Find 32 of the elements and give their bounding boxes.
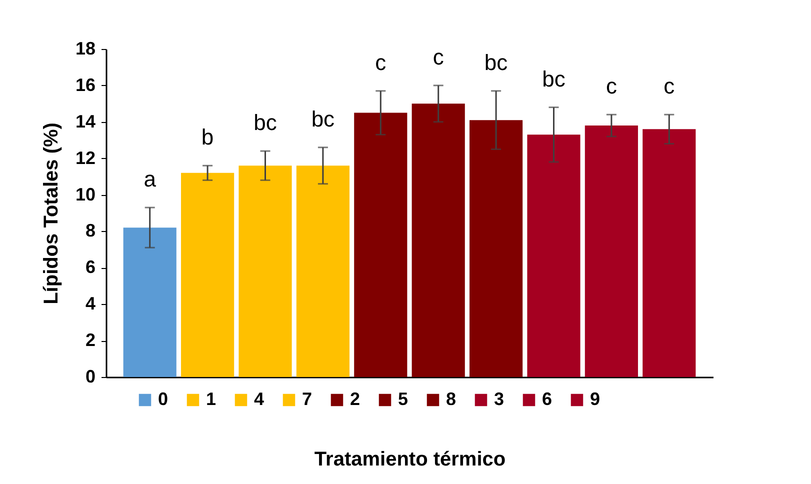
legend-label: 1 [206,389,216,409]
legend-label: 4 [254,389,264,409]
data-label: bc [254,110,277,136]
data-label: c [606,74,617,99]
legend-label: 6 [542,389,552,409]
y-tick-label: 12 [75,148,96,168]
data-label: c [432,44,444,70]
data-label: b [201,124,214,150]
data-label: bc [542,66,566,92]
legend-label: 0 [158,389,168,409]
legend-label: 8 [446,389,456,409]
y-tick-label: 0 [85,366,96,386]
y-tick-label: 8 [85,220,96,241]
data-label: c [375,50,386,75]
data-label: a [144,166,157,192]
y-tick-label: 6 [85,257,96,278]
legend-label: 3 [494,389,504,409]
y-tick-label: 10 [75,184,96,204]
data-label: bc [311,106,335,132]
legend-label: 5 [398,389,408,409]
legend-label: 9 [590,389,600,409]
y-tick-label: 14 [75,111,96,132]
data-label: bc [484,50,508,75]
y-tick-label: 18 [75,38,96,58]
x-axis-title: Tratamiento térmico [314,448,506,470]
y-tick-label: 16 [75,74,96,95]
y-axis-title: Lípidos Totales (%) [40,122,62,304]
y-tick-label: 2 [85,330,96,350]
legend-label: 7 [302,389,312,409]
legend-label: 2 [350,389,360,409]
y-tick-label: 4 [85,294,96,314]
data-label: c [664,74,675,99]
